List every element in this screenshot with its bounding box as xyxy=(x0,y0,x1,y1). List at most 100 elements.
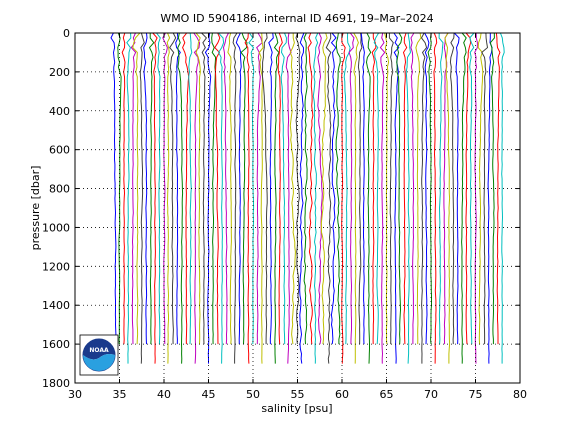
profile-line xyxy=(211,32,217,345)
profile-line xyxy=(277,32,283,345)
profile-line xyxy=(227,32,232,345)
profile-line xyxy=(495,32,501,345)
y-tick-label: 1200 xyxy=(42,260,70,273)
profile-line xyxy=(371,33,377,345)
profile-line xyxy=(126,32,132,364)
profile-line xyxy=(461,32,467,364)
profile-line xyxy=(427,32,432,345)
y-axis-label: pressure [dbar] xyxy=(29,166,42,251)
profile-line xyxy=(121,32,126,345)
profile-line xyxy=(204,32,212,364)
profile-line xyxy=(299,32,305,364)
profile-line xyxy=(420,32,428,364)
profile-line xyxy=(341,32,346,364)
profile-line xyxy=(232,32,238,364)
y-tick-label: 400 xyxy=(49,105,70,118)
profile-line xyxy=(295,32,301,345)
y-tick-label: 0 xyxy=(63,27,70,40)
profile-line xyxy=(289,33,296,345)
x-tick-label: 35 xyxy=(113,388,127,401)
profile-line xyxy=(481,32,489,345)
profile-line xyxy=(132,32,141,345)
y-tick-label: 1000 xyxy=(42,221,70,234)
x-tick-label: 30 xyxy=(68,388,82,401)
profile-line xyxy=(175,32,181,345)
profile-line xyxy=(373,32,380,345)
profile-line xyxy=(162,32,168,345)
profile-line xyxy=(317,32,323,345)
y-tick-label: 600 xyxy=(49,144,70,157)
profile-line xyxy=(110,32,117,364)
x-tick-label: 70 xyxy=(424,388,438,401)
profile-line xyxy=(268,32,274,345)
profile-line xyxy=(424,32,430,345)
y-tick-label: 1800 xyxy=(42,377,70,390)
profile-line xyxy=(182,32,190,345)
profile-line xyxy=(405,32,412,364)
profile-line xyxy=(222,32,229,345)
profile-line xyxy=(169,32,177,345)
profile-line xyxy=(379,32,386,364)
profile-line xyxy=(256,32,263,345)
profile-line xyxy=(449,32,455,345)
profile-line xyxy=(152,32,158,364)
x-tick-label: 45 xyxy=(202,388,216,401)
profile-line xyxy=(335,32,341,345)
y-tick-label: 200 xyxy=(49,66,70,79)
profile-line xyxy=(139,32,145,364)
profile-line xyxy=(273,32,280,364)
profile-line xyxy=(384,32,390,345)
profile-line xyxy=(433,32,438,364)
x-tick-label: 55 xyxy=(291,388,305,401)
profile-line xyxy=(444,32,451,364)
profile-line xyxy=(193,32,201,364)
profile-line xyxy=(244,32,250,364)
profile-line xyxy=(415,32,422,345)
profile-line xyxy=(166,32,171,364)
profile-line xyxy=(474,32,478,364)
profile-line xyxy=(261,32,268,345)
y-tick-label: 1600 xyxy=(42,338,70,351)
profile-line xyxy=(330,32,337,345)
profile-line xyxy=(402,32,408,345)
profile-line xyxy=(312,32,319,364)
y-tick-label: 1400 xyxy=(42,299,70,312)
profile-line xyxy=(218,32,225,364)
profile-line xyxy=(393,32,400,364)
profile-line xyxy=(489,32,495,345)
chart-title: WMO ID 5904186, internal ID 4691, 19–Mar… xyxy=(160,12,433,25)
profile-line xyxy=(487,33,493,364)
x-tick-label: 75 xyxy=(469,388,483,401)
profile-line xyxy=(235,32,242,345)
x-tick-label: 60 xyxy=(335,388,349,401)
profile-line xyxy=(325,32,332,364)
y-tick-label: 800 xyxy=(49,183,70,196)
profile-line xyxy=(143,32,148,345)
profile-line xyxy=(443,32,449,345)
noaa-logo: NOAA xyxy=(79,334,119,376)
profile-line xyxy=(499,32,505,364)
profile-line xyxy=(214,32,221,345)
profile-line xyxy=(410,32,415,345)
x-tick-label: 50 xyxy=(246,388,260,401)
noaa-logo-text: NOAA xyxy=(89,347,109,354)
profile-line xyxy=(453,32,460,345)
profile-line xyxy=(148,33,155,345)
profile-line xyxy=(248,32,255,345)
x-tick-label: 40 xyxy=(157,388,171,401)
profile-line xyxy=(465,32,472,345)
x-tick-label: 65 xyxy=(380,388,394,401)
profile-line xyxy=(130,32,137,345)
x-axis-label: salinity [psu] xyxy=(261,402,332,415)
profile-line xyxy=(240,32,248,345)
profile-line xyxy=(258,32,264,364)
profile-line xyxy=(388,33,394,345)
profile-line xyxy=(365,32,372,364)
profile-line xyxy=(438,32,444,345)
profile-line xyxy=(177,32,184,364)
profile-line xyxy=(307,32,314,345)
profile-line xyxy=(469,32,475,345)
x-tick-label: 80 xyxy=(513,388,527,401)
